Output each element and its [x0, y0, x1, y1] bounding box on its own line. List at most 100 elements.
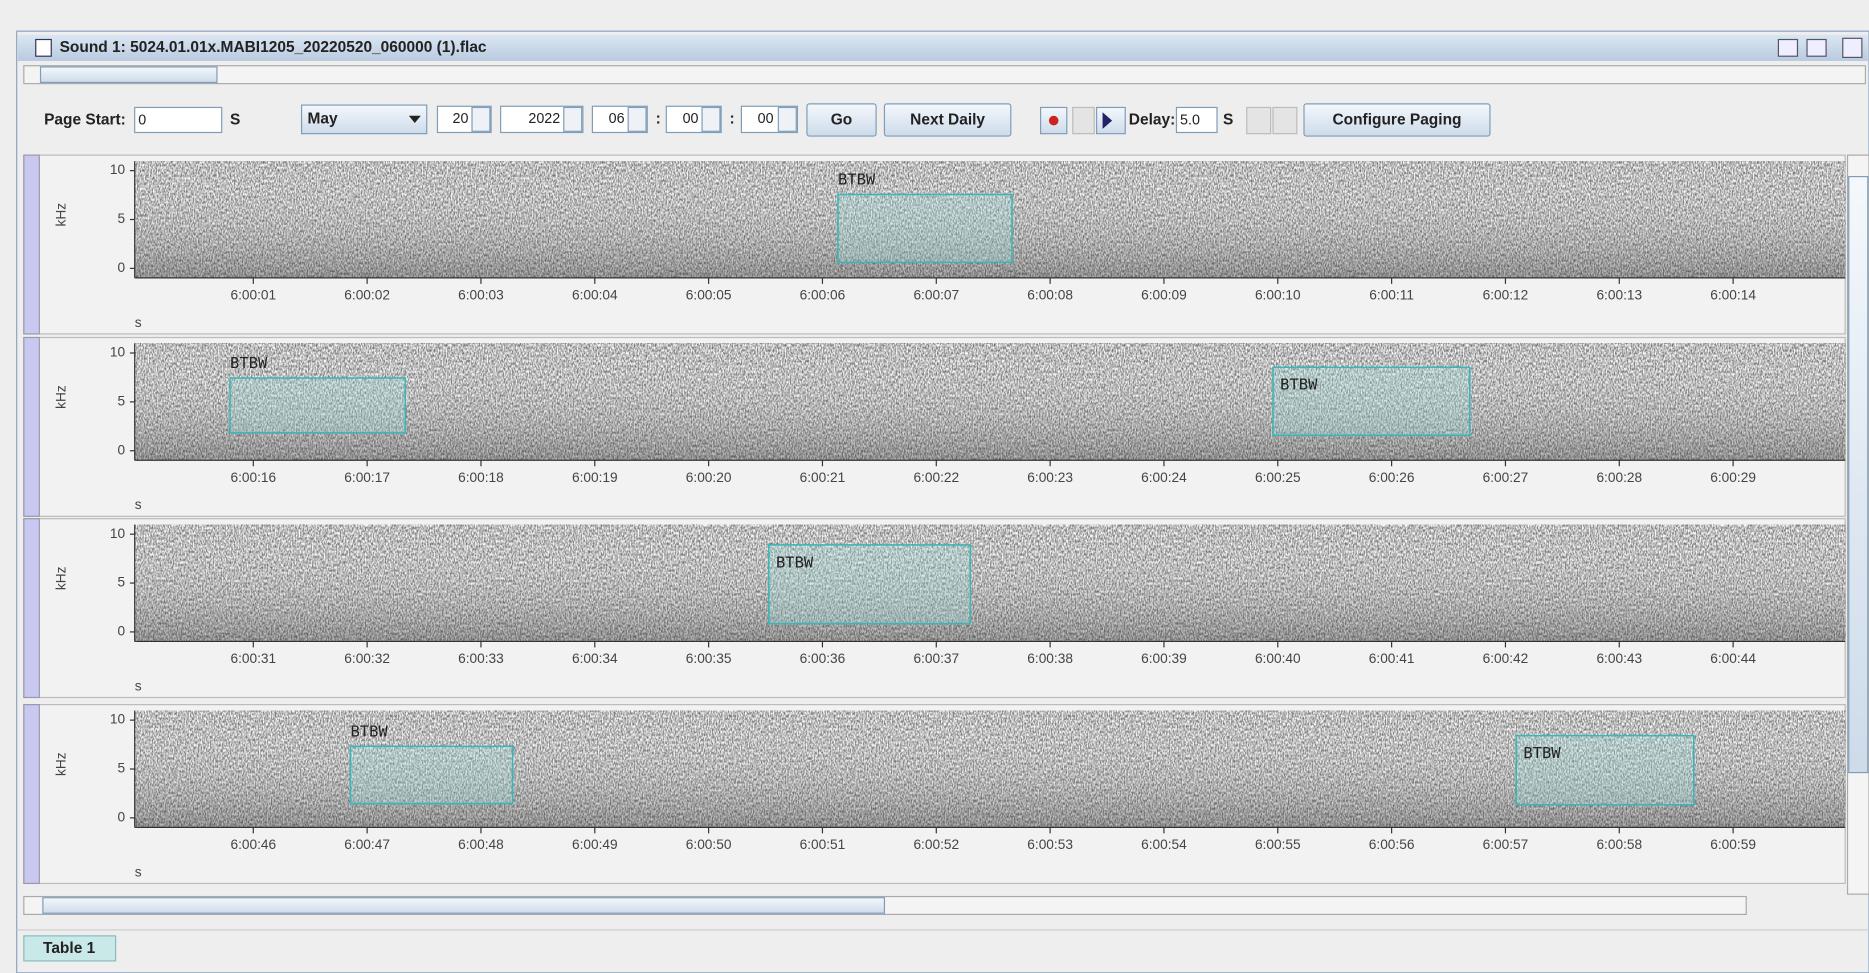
x-tick-label: 6:00:43	[1596, 651, 1642, 666]
y-tick-label: 5	[118, 761, 126, 776]
x-tick-label: 6:00:05	[686, 287, 732, 302]
maximize-button[interactable]	[1807, 40, 1826, 57]
annotation-box[interactable]	[350, 746, 512, 803]
x-tick-label: 6:00:17	[344, 470, 390, 485]
x-tick-label: 6:00:34	[572, 651, 618, 666]
x-tick-label: 6:00:54	[1141, 837, 1187, 852]
x-unit: s	[135, 864, 142, 879]
day-value: 20	[453, 111, 469, 127]
next-page-button[interactable]	[1273, 107, 1297, 133]
delay-label: Delay:	[1129, 112, 1175, 129]
annotation-label: BTBW	[838, 171, 876, 189]
x-tick-label: 6:00:27	[1483, 470, 1529, 485]
delay-unit: S	[1223, 112, 1233, 129]
x-tick-label: 6:00:44	[1710, 651, 1756, 666]
x-tick-label: 6:00:36	[800, 651, 846, 666]
x-tick-label: 6:00:57	[1483, 837, 1529, 852]
year-value: 2022	[528, 111, 560, 127]
hour-value: 06	[609, 111, 625, 127]
x-tick-label: 6:00:03	[458, 287, 504, 302]
page-start-value: 0	[138, 112, 146, 128]
x-tick-label: 6:00:16	[230, 470, 276, 485]
panel-selector	[24, 155, 39, 334]
x-tick-label: 6:00:56	[1369, 837, 1415, 852]
x-tick-label: 6:00:09	[1141, 287, 1187, 302]
month-value: May	[308, 110, 339, 127]
y-tick-label: 10	[110, 712, 126, 727]
spectrogram-rows: kHz10506:00:016:00:026:00:036:00:046:00:…	[24, 155, 1845, 883]
x-tick-label: 6:00:53	[1027, 837, 1073, 852]
x-tick-label: 6:00:20	[686, 470, 732, 485]
y-axis-label: kHz	[54, 203, 69, 227]
time-separator: :	[656, 110, 661, 127]
x-tick-label: 6:00:25	[1255, 470, 1301, 485]
x-tick-label: 6:00:46	[230, 837, 276, 852]
x-tick-label: 6:00:52	[913, 837, 959, 852]
y-tick-label: 0	[118, 624, 126, 639]
x-tick-label: 6:00:19	[572, 470, 618, 485]
time-separator: :	[729, 110, 734, 127]
window-icon	[36, 40, 51, 57]
x-tick-label: 6:00:37	[913, 651, 959, 666]
close-button[interactable]	[1843, 38, 1862, 57]
x-tick-label: 6:00:23	[1027, 470, 1073, 485]
y-tick-label: 0	[118, 809, 126, 824]
x-unit: s	[135, 497, 142, 512]
x-tick-label: 6:00:48	[458, 837, 504, 852]
scroll-thumb[interactable]	[41, 67, 217, 82]
x-tick-label: 6:00:10	[1255, 287, 1301, 302]
y-axis-label: kHz	[54, 752, 69, 776]
x-tick-label: 6:00:28	[1596, 470, 1642, 485]
x-tick-label: 6:00:49	[572, 837, 618, 852]
x-tick-label: 6:00:04	[572, 287, 618, 302]
panel-selector	[24, 705, 39, 884]
next-daily-label: Next Daily	[910, 112, 985, 129]
x-tick-label: 6:00:08	[1027, 287, 1073, 302]
x-tick-label: 6:00:31	[230, 651, 276, 666]
page-start-unit: S	[230, 112, 240, 129]
x-tick-label: 6:00:24	[1141, 470, 1187, 485]
x-tick-label: 6:00:35	[686, 651, 732, 666]
minute-value: 00	[683, 111, 699, 127]
go-label: Go	[831, 112, 853, 129]
x-tick-label: 6:00:51	[800, 837, 846, 852]
annotation-box[interactable]	[230, 378, 405, 433]
x-tick-label: 6:00:13	[1596, 287, 1642, 302]
app: Sound 1: 5024.01.01x.MABI1205_20220520_0…	[0, 0, 1869, 973]
x-tick-label: 6:00:42	[1483, 651, 1529, 666]
x-tick-label: 6:00:33	[458, 651, 504, 666]
annotation-label: BTBW	[230, 354, 268, 372]
h-scroll-thumb[interactable]	[43, 898, 885, 913]
annotation-label: BTBW	[776, 553, 814, 571]
x-tick-label: 6:00:32	[344, 651, 390, 666]
x-tick-label: 6:00:55	[1255, 837, 1301, 852]
annotation-label: BTBW	[350, 723, 388, 741]
tab-label: Table 1	[43, 940, 96, 957]
x-tick-label: 6:00:18	[458, 470, 504, 485]
y-tick-label: 10	[110, 526, 126, 541]
panel-selector	[24, 519, 39, 698]
x-tick-label: 6:00:14	[1710, 287, 1756, 302]
annotation-label: BTBW	[1523, 744, 1561, 762]
x-tick-label: 6:00:38	[1027, 651, 1073, 666]
page-start-input[interactable]	[135, 107, 222, 132]
minimize-button[interactable]	[1778, 40, 1797, 57]
x-tick-label: 6:00:58	[1596, 837, 1642, 852]
annotation-box[interactable]	[838, 194, 1012, 262]
x-tick-label: 6:00:41	[1369, 651, 1415, 666]
x-tick-label: 6:00:11	[1369, 287, 1414, 302]
x-tick-label: 6:00:39	[1141, 651, 1187, 666]
annotation-label: BTBW	[1280, 376, 1318, 394]
x-unit: s	[135, 678, 142, 693]
x-tick-label: 6:00:50	[686, 837, 732, 852]
configure-paging-label: Configure Paging	[1332, 112, 1461, 129]
h-scrollbar-top[interactable]	[24, 66, 1866, 84]
prev-page-button[interactable]	[1247, 107, 1271, 133]
x-tick-label: 6:00:47	[344, 837, 390, 852]
stop-button[interactable]	[1073, 107, 1094, 133]
y-axis-label: kHz	[54, 566, 69, 590]
v-scroll-thumb[interactable]	[1849, 177, 1868, 773]
x-tick-label: 6:00:40	[1255, 651, 1301, 666]
x-unit: s	[135, 315, 142, 330]
x-tick-label: 6:00:07	[913, 287, 959, 302]
